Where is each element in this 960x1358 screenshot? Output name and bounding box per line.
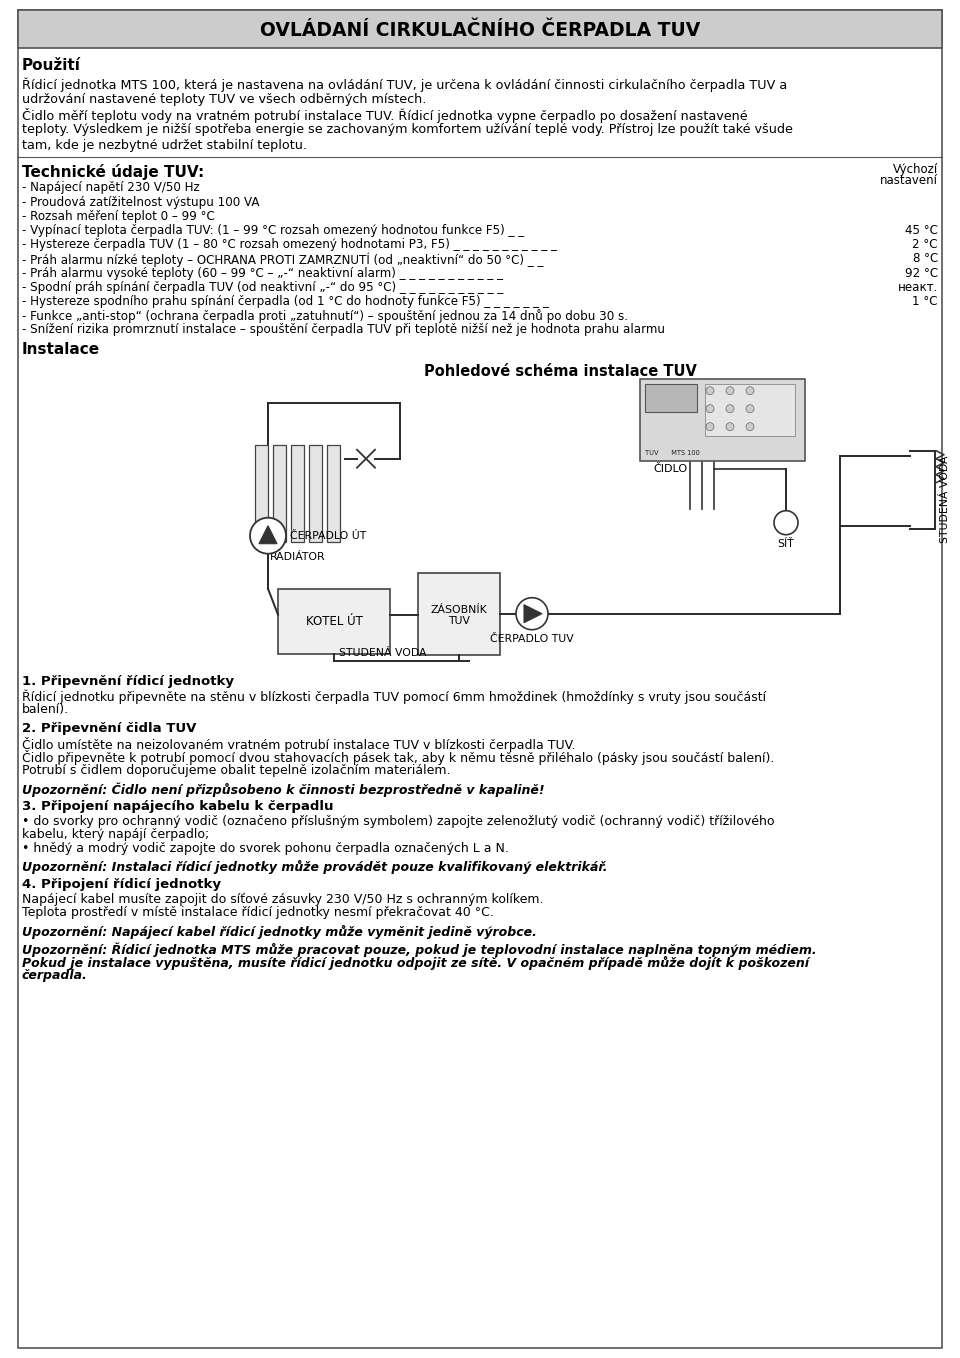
Bar bbox=[291, 444, 304, 542]
Circle shape bbox=[726, 405, 734, 413]
Text: - Proudová zatížitelnost výstupu 100 VA: - Proudová zatížitelnost výstupu 100 VA bbox=[22, 196, 259, 209]
Text: Technické údaje TUV:: Technické údaje TUV: bbox=[22, 163, 204, 179]
Bar bbox=[640, 379, 805, 460]
Text: 1. Připevnění řídicí jednotky: 1. Připevnění řídicí jednotky bbox=[22, 675, 234, 687]
Text: Upozornění: Řídicí jednotka MTS může pracovat pouze, pokud je teplovodní instala: Upozornění: Řídicí jednotka MTS může pra… bbox=[22, 942, 817, 957]
Text: Výchozí: Výchozí bbox=[893, 163, 938, 177]
Text: 8 °C: 8 °C bbox=[913, 253, 938, 266]
Text: Instalace: Instalace bbox=[22, 342, 100, 357]
Circle shape bbox=[774, 511, 798, 535]
Circle shape bbox=[706, 387, 714, 395]
Circle shape bbox=[726, 387, 734, 395]
Bar bbox=[255, 444, 268, 542]
Text: TUV: TUV bbox=[448, 615, 470, 626]
Text: Pohledové schéma instalace TUV: Pohledové schéma instalace TUV bbox=[423, 364, 696, 379]
Circle shape bbox=[726, 422, 734, 430]
Text: 4. Připojení řídicí jednotky: 4. Připojení řídicí jednotky bbox=[22, 877, 221, 891]
Text: STUDENÁ VODA: STUDENÁ VODA bbox=[339, 648, 426, 657]
Text: Upozornění: Čidlo není přizpůsobeno k činnosti bezprostředně v kapalině!: Upozornění: Čidlo není přizpůsobeno k či… bbox=[22, 782, 544, 797]
Text: 2. Připevnění čidla TUV: 2. Připevnění čidla TUV bbox=[22, 721, 197, 735]
Text: tam, kde je nezbytné udržet stabilní teplotu.: tam, kde je nezbytné udržet stabilní tep… bbox=[22, 139, 307, 152]
Text: ZÁSOBNÍK: ZÁSOBNÍK bbox=[431, 604, 488, 615]
Circle shape bbox=[746, 405, 754, 413]
Circle shape bbox=[746, 387, 754, 395]
Text: RADIÁTOR: RADIÁTOR bbox=[270, 551, 325, 562]
Text: teploty. Výsledkem je nižší spotřeba energie se zachovaným komfortem užívání tep: teploty. Výsledkem je nižší spotřeba ene… bbox=[22, 124, 793, 137]
Bar bbox=[645, 384, 697, 411]
Text: TUV      MTS 100: TUV MTS 100 bbox=[645, 449, 700, 456]
Text: Pokud je instalace vypuštěna, musíte řídicí jednotku odpojit ze sítě. V opačném : Pokud je instalace vypuštěna, musíte říd… bbox=[22, 956, 809, 970]
Text: SÍŤ: SÍŤ bbox=[778, 539, 794, 549]
Text: Potrubí s čidlem doporučujeme obalit tepelně izolačním materiálem.: Potrubí s čidlem doporučujeme obalit tep… bbox=[22, 763, 450, 777]
Text: - Hystereze čerpadla TUV (1 – 80 °C rozsah omezený hodnotami P3, F5) _ _ _ _ _ _: - Hystereze čerpadla TUV (1 – 80 °C rozs… bbox=[22, 238, 557, 251]
Circle shape bbox=[706, 405, 714, 413]
Text: Použití: Použití bbox=[22, 58, 81, 73]
Text: - Práh alarmu vysoké teploty (60 – 99 °C – „-“ neaktivní alarm) _ _ _ _ _ _ _ _ : - Práh alarmu vysoké teploty (60 – 99 °C… bbox=[22, 266, 503, 280]
Text: kabelu, který napájí čerpadlo;: kabelu, který napájí čerpadlo; bbox=[22, 828, 209, 841]
Circle shape bbox=[746, 422, 754, 430]
Text: ČERPADLO TUV: ČERPADLO TUV bbox=[491, 634, 574, 644]
Bar bbox=[418, 573, 500, 655]
Text: - Práh alarmu nízké teploty – OCHRANA PROTI ZAMRZNUTÍ (od „neaktivní“ do 50 °C) : - Práh alarmu nízké teploty – OCHRANA PR… bbox=[22, 253, 543, 268]
Polygon shape bbox=[259, 526, 277, 543]
Text: - Rozsah měření teplot 0 – 99 °C: - Rozsah měření teplot 0 – 99 °C bbox=[22, 210, 215, 223]
Bar bbox=[309, 444, 322, 542]
Text: Čidlo umístěte na neizolovaném vratném potrubí instalace TUV v blízkosti čerpadl: Čidlo umístěte na neizolovaném vratném p… bbox=[22, 736, 575, 752]
Text: 92 °C: 92 °C bbox=[905, 266, 938, 280]
Text: ČIDLO: ČIDLO bbox=[653, 463, 687, 474]
Text: balení).: balení). bbox=[22, 703, 69, 716]
Text: udržování nastavené teploty TUV ve všech odběrných místech.: udržování nastavené teploty TUV ve všech… bbox=[22, 92, 426, 106]
Text: Čidlo připevněte k potrubí pomocí dvou stahovacích pásek tak, aby k němu těsně p: Čidlo připevněte k potrubí pomocí dvou s… bbox=[22, 750, 775, 765]
Text: Řídicí jednotka MTS 100, která je nastavena na ovládání TUV, je určena k ovládán: Řídicí jednotka MTS 100, která je nastav… bbox=[22, 77, 787, 91]
Text: OVLÁDANÍ CIRKULAČNÍHO ČERPADLA TUV: OVLÁDANÍ CIRKULAČNÍHO ČERPADLA TUV bbox=[260, 20, 700, 39]
Text: - Napájecí napětí 230 V/50 Hz: - Napájecí napětí 230 V/50 Hz bbox=[22, 182, 200, 194]
Text: неакт.: неакт. bbox=[898, 281, 938, 293]
Text: - Spodní práh spínání čerpadla TUV (od neaktivní „-“ do 95 °C) _ _ _ _ _ _ _ _ _: - Spodní práh spínání čerpadla TUV (od n… bbox=[22, 281, 503, 293]
Bar bbox=[327, 444, 340, 542]
Circle shape bbox=[516, 598, 548, 630]
Text: 1 °C: 1 °C bbox=[913, 295, 938, 308]
Text: - Snížení rizika promrznutí instalace – spouštění čerpadla TUV při teplotě nižší: - Snížení rizika promrznutí instalace – … bbox=[22, 323, 665, 337]
Text: nastavení: nastavení bbox=[880, 174, 938, 187]
Text: čerpadla.: čerpadla. bbox=[22, 970, 87, 982]
Text: Upozornění: Instalaci řídicí jednotky může provádět pouze kvalifikovaný elektrik: Upozornění: Instalaci řídicí jednotky mů… bbox=[22, 860, 608, 875]
Text: - Vypínací teplota čerpadla TUV: (1 – 99 °C rozsah omezený hodnotou funkce F5) _: - Vypínací teplota čerpadla TUV: (1 – 99… bbox=[22, 224, 524, 238]
Text: • do svorky pro ochranný vodič (označeno příslušným symbolem) zapojte zelenožlut: • do svorky pro ochranný vodič (označeno… bbox=[22, 815, 775, 827]
Text: • hnědý a modrý vodič zapojte do svorek pohonu čerpadla označených L a N.: • hnědý a modrý vodič zapojte do svorek … bbox=[22, 842, 509, 854]
Text: ČERPADLO ÚT: ČERPADLO ÚT bbox=[290, 531, 367, 540]
Text: - Hystereze spodního prahu spínání čerpadla (od 1 °C do hodnoty funkce F5) _ _ _: - Hystereze spodního prahu spínání čerpa… bbox=[22, 295, 549, 308]
Text: Čidlo měří teplotu vody na vratném potrubí instalace TUV. Řídicí jednotka vypne : Čidlo měří teplotu vody na vratném potru… bbox=[22, 109, 748, 124]
Circle shape bbox=[250, 517, 286, 554]
Text: 3. Připojení napájecího kabelu k čerpadlu: 3. Připojení napájecího kabelu k čerpadl… bbox=[22, 800, 333, 812]
Circle shape bbox=[706, 422, 714, 430]
Bar bbox=[18, 10, 942, 48]
Text: Napájecí kabel musíte zapojit do síťové zásuvky 230 V/50 Hz s ochranným kolíkem.: Napájecí kabel musíte zapojit do síťové … bbox=[22, 892, 543, 906]
Text: 2 °C: 2 °C bbox=[913, 238, 938, 251]
Text: Řídicí jednotku připevněte na stěnu v blízkosti čerpadla TUV pomocí 6mm hmoždine: Řídicí jednotku připevněte na stěnu v bl… bbox=[22, 690, 766, 705]
Text: KOTEL ÚT: KOTEL ÚT bbox=[305, 615, 363, 627]
Bar bbox=[705, 384, 795, 436]
Polygon shape bbox=[524, 604, 542, 623]
Text: Teplota prostředí v místě instalace řídicí jednotky nesmí překračovat 40 °C.: Teplota prostředí v místě instalace řídi… bbox=[22, 906, 493, 919]
Text: 45 °C: 45 °C bbox=[905, 224, 938, 238]
Text: - Funkce „anti-stop“ (ochrana čerpadla proti „zatuhnutí“) – spouštění jednou za : - Funkce „anti-stop“ (ochrana čerpadla p… bbox=[22, 310, 628, 323]
Bar bbox=[273, 444, 286, 542]
Bar bbox=[278, 589, 390, 653]
Text: Upozornění: Napájecí kabel řídicí jednotky může vyměnit jedině výrobce.: Upozornění: Napájecí kabel řídicí jednot… bbox=[22, 925, 537, 938]
Text: STUDENÁ VODA: STUDENÁ VODA bbox=[940, 456, 950, 543]
